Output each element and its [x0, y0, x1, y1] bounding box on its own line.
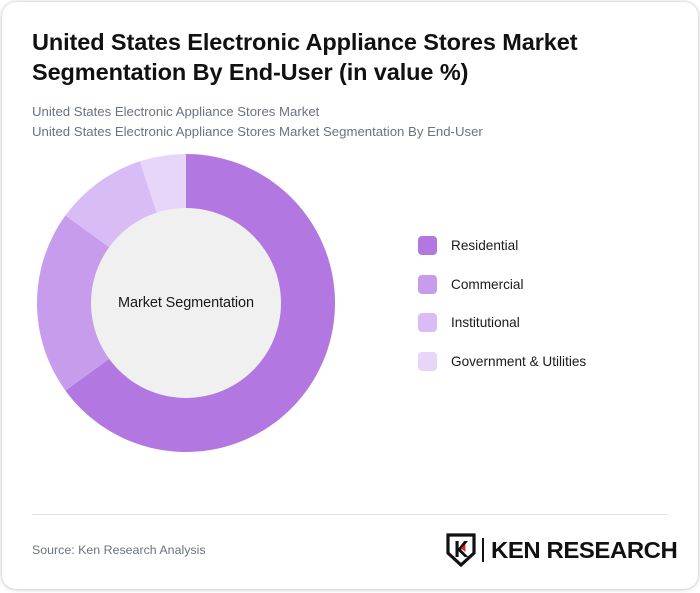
source-note: Source: Ken Research Analysis: [32, 543, 206, 557]
legend-label: Government & Utilities: [451, 353, 587, 369]
legend-label: Residential: [451, 238, 519, 254]
chart-legend: Residential Commercial Institutional Govern…: [418, 227, 586, 381]
legend-label: Institutional: [451, 315, 520, 331]
legend-item[interactable]: Residential: [418, 227, 586, 266]
chart-area: Market Segmentation Residential Commercia…: [2, 143, 698, 473]
legend-swatch-icon: [418, 236, 437, 256]
subtitle-line-2: United States Electronic Appliance Store…: [32, 124, 483, 140]
legend-swatch-icon: [418, 313, 437, 333]
legend-item[interactable]: Institutional: [418, 304, 586, 343]
legend-label: Commercial: [451, 276, 524, 292]
legend-swatch-icon: [418, 351, 437, 371]
ken-research-shield-icon: [446, 533, 476, 567]
footer-divider: [32, 514, 668, 515]
donut-chart: Market Segmentation: [36, 153, 336, 453]
chart-header: United States Electronic Appliance Store…: [2, 2, 698, 143]
legend-item[interactable]: Government & Utilities: [418, 342, 586, 381]
ken-research-logo: KEN RESEARCH: [446, 533, 678, 567]
legend-item[interactable]: Commercial: [418, 265, 586, 304]
donut-hole: [91, 207, 281, 398]
logo-wordmark: KEN RESEARCH: [490, 536, 678, 563]
donut-svg: [36, 153, 335, 452]
legend-swatch-icon: [418, 274, 437, 294]
subtitle-line-1: United States Electronic Appliance Store…: [32, 103, 320, 119]
subtitle-block: United States Electronic Appliance Store…: [32, 102, 668, 143]
logo-separator: [481, 538, 484, 562]
page-title: United States Electronic Appliance Store…: [32, 29, 578, 85]
chart-footer: Source: Ken Research Analysis KEN RESEAR…: [32, 530, 678, 570]
